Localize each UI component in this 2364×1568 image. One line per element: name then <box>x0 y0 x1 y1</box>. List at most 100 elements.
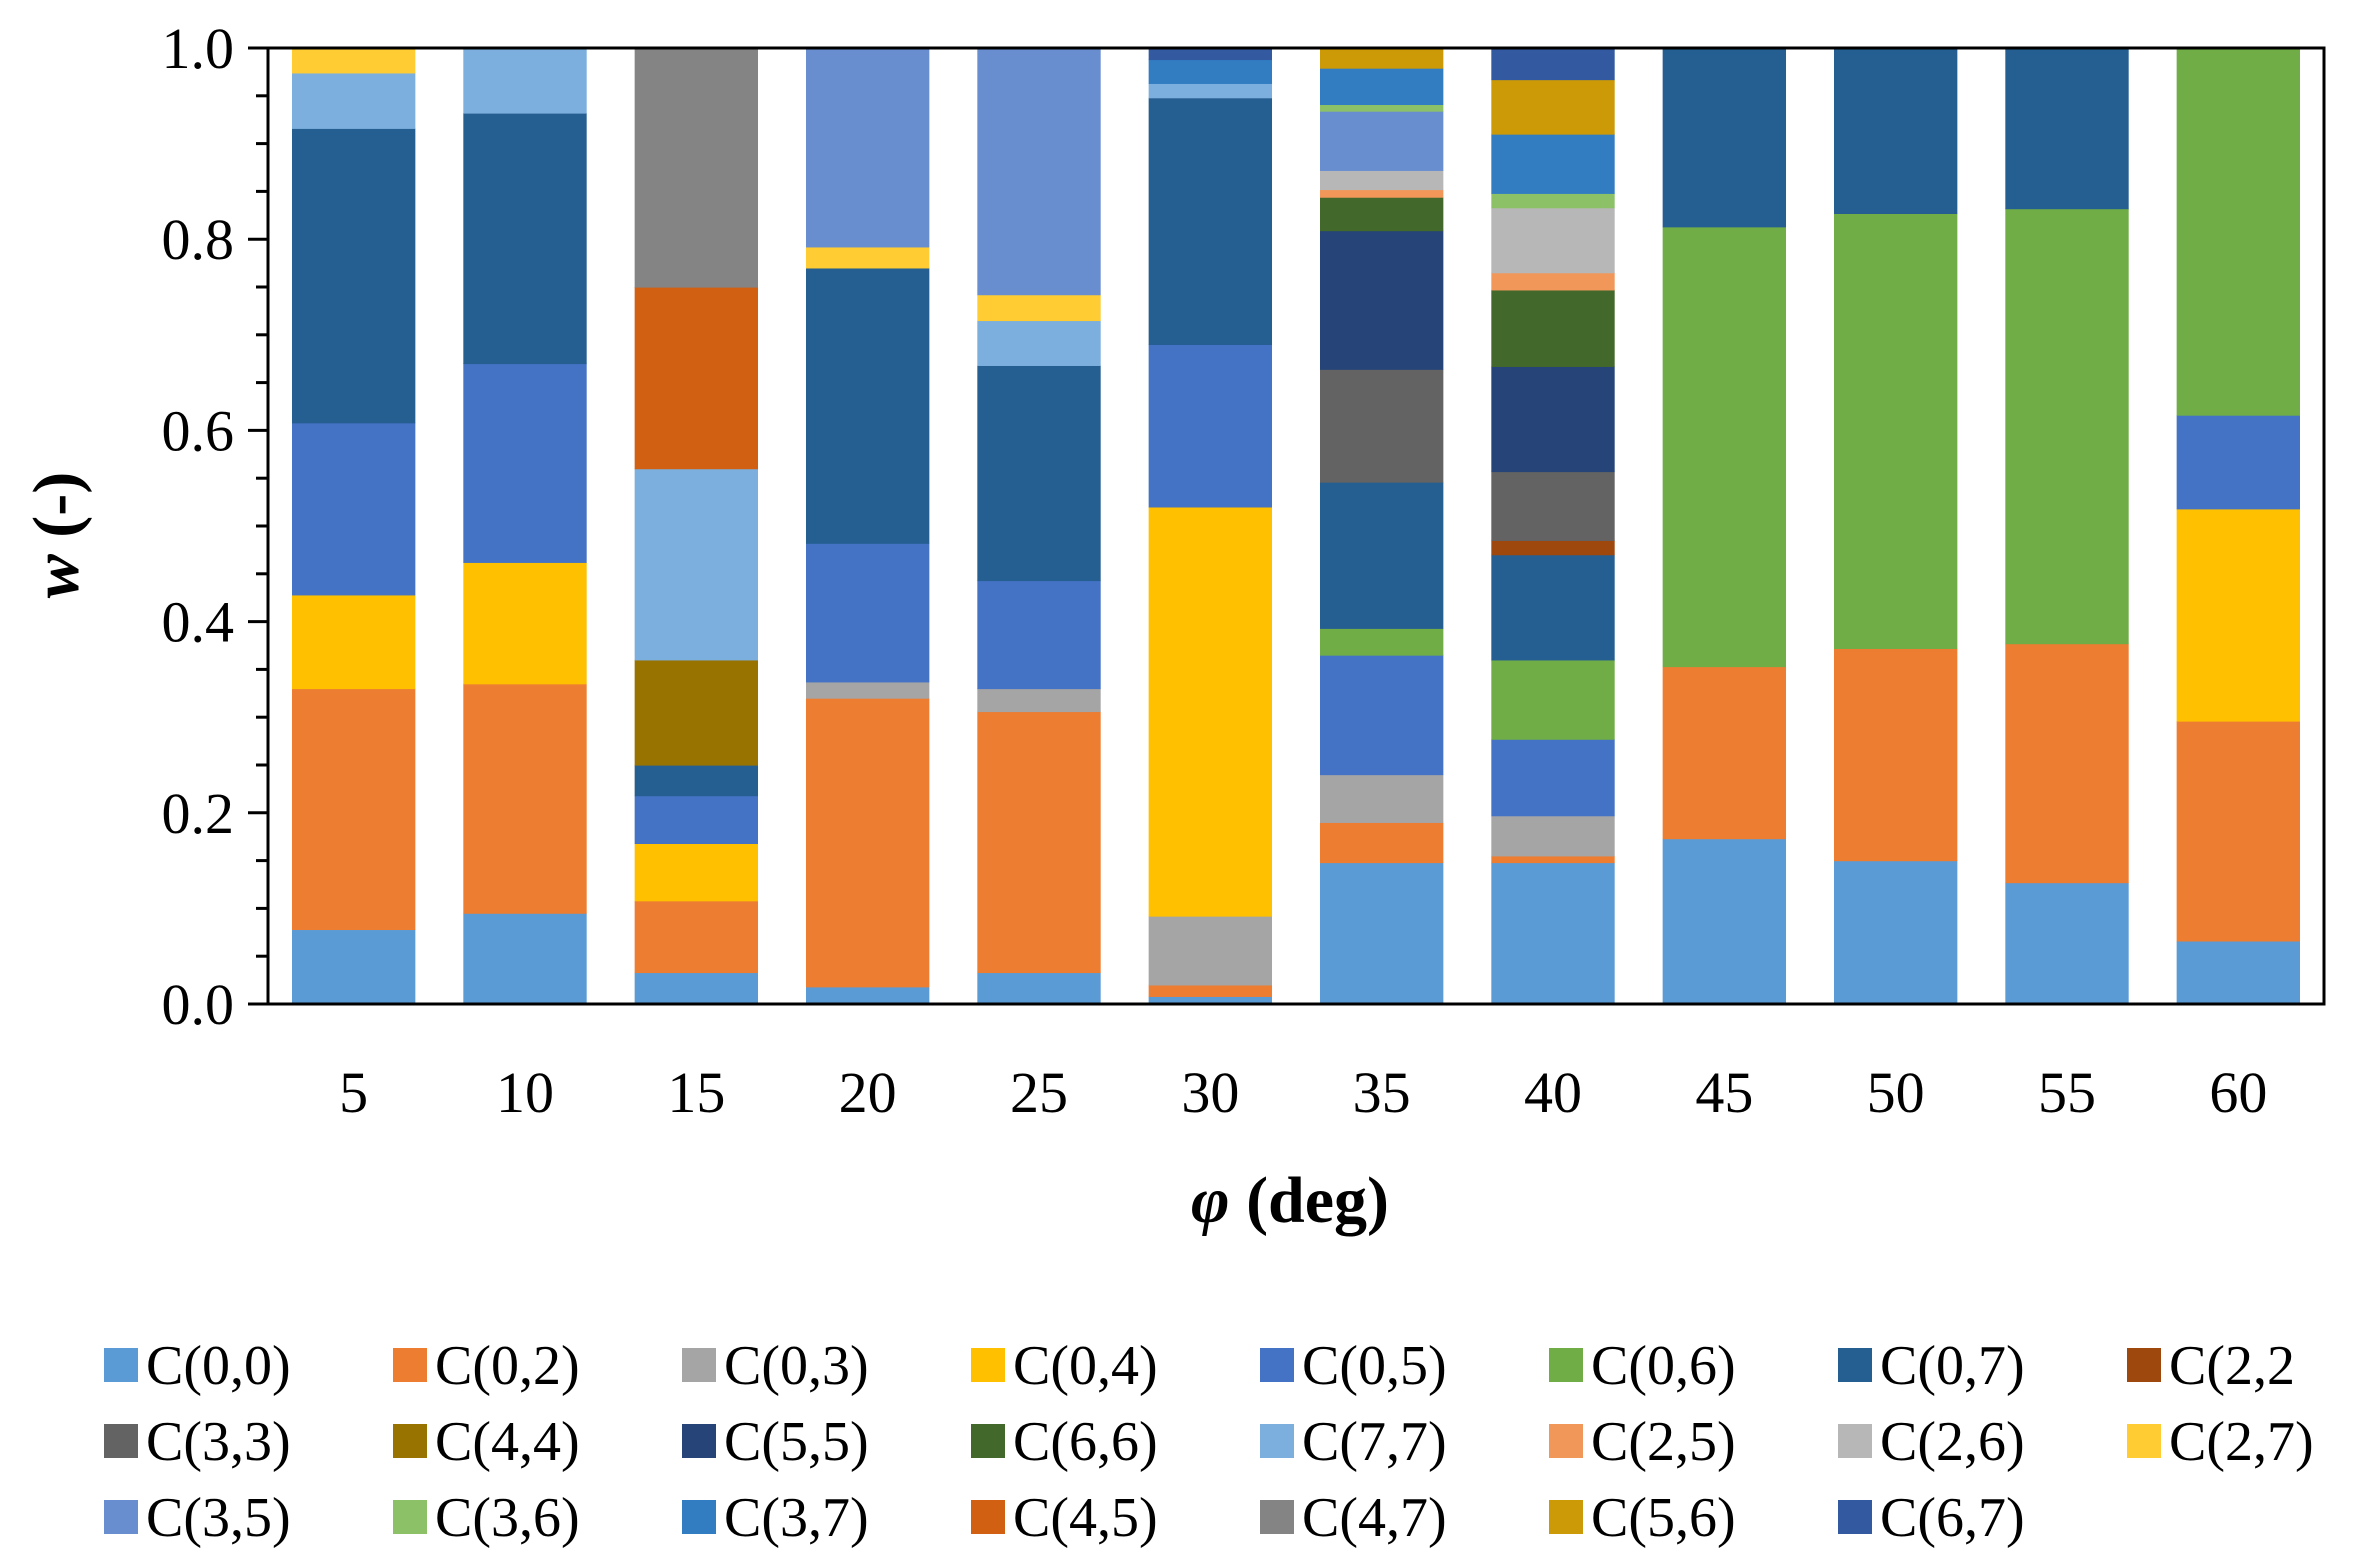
y-tick-label: 0.0 <box>162 972 235 1037</box>
legend-swatch <box>2127 1424 2161 1458</box>
bar-segment-25-15 <box>977 294 1101 322</box>
bar-segment-35-14 <box>1319 170 1444 191</box>
legend-swatch <box>1549 1348 1583 1382</box>
bar-segment-25-6 <box>977 365 1101 582</box>
bar-segment-40-10 <box>1491 366 1615 473</box>
x-tick-label: 55 <box>2038 1060 2096 1125</box>
bar-segment-45-6 <box>1662 48 1787 228</box>
bar-segment-15-3 <box>634 843 759 902</box>
bar-segment-15-0 <box>634 972 759 1005</box>
x-axis-title: φ (deg) <box>1191 1164 1389 1237</box>
bar-segment-35-2 <box>1319 774 1444 823</box>
legend-label: C(3,6) <box>435 1487 580 1549</box>
bar-segment-15-20 <box>634 48 759 288</box>
bar-segment-35-6 <box>1319 482 1444 629</box>
bar-segment-30-22 <box>1148 48 1273 61</box>
legend-label: C(0,6) <box>1591 1335 1736 1397</box>
bar-segment-15-19 <box>634 287 759 470</box>
bar-segment-10-3 <box>463 562 587 685</box>
x-tick-label: 45 <box>1695 1060 1753 1125</box>
bar-segment-10-0 <box>463 913 587 1005</box>
bar-segment-30-1 <box>1148 984 1273 997</box>
legend: C(0,0) C(0,2) C(0,3) C(0,4) C(0,5) C(0,6) C(0,… <box>104 1335 2314 1549</box>
bar-segment-25-2 <box>977 688 1101 713</box>
bar-segment-20-4 <box>805 543 930 683</box>
y-tick-label: 1.0 <box>162 16 235 81</box>
bar-segment-35-4 <box>1319 655 1444 776</box>
bar-segment-10-4 <box>463 363 587 563</box>
x-tick-label: 35 <box>1353 1060 1411 1125</box>
legend-label: C(4,7) <box>1302 1487 1447 1549</box>
x-tick-label: 20 <box>839 1060 897 1125</box>
legend-swatch <box>1838 1500 1872 1534</box>
legend-swatch <box>682 1500 716 1534</box>
bar-segment-35-11 <box>1319 197 1444 232</box>
bar-segment-45-0 <box>1662 838 1787 1005</box>
legend-swatch <box>1549 1500 1583 1534</box>
bar-segment-35-10 <box>1319 230 1444 370</box>
bar-segment-40-21 <box>1491 79 1615 135</box>
bar-segment-50-1 <box>1833 648 1958 862</box>
bar-segment-35-16 <box>1319 111 1444 171</box>
legend-swatch <box>104 1348 138 1382</box>
bar-segment-25-1 <box>977 711 1101 974</box>
bar-segment-10-1 <box>463 683 587 914</box>
bar-segment-40-17 <box>1491 193 1615 209</box>
bar-segment-5-0 <box>291 929 416 1005</box>
legend-swatch <box>1260 1348 1294 1382</box>
bar-segment-45-1 <box>1662 666 1787 840</box>
bar-segment-20-16 <box>805 48 930 248</box>
bar-segment-20-15 <box>805 246 930 269</box>
legend-label: C(6,6) <box>1013 1411 1158 1473</box>
bar-segment-40-4 <box>1491 739 1615 817</box>
bar-segment-60-1 <box>2176 721 2301 942</box>
bar-segment-15-6 <box>634 765 759 797</box>
x-tick-label: 15 <box>667 1060 725 1125</box>
y-tick-label: 0.6 <box>162 398 235 463</box>
y-tick-label: 0.4 <box>162 590 235 655</box>
bar-segment-35-18 <box>1319 68 1444 106</box>
bar-segment-15-4 <box>634 795 759 844</box>
bar-segment-20-6 <box>805 267 930 544</box>
x-tick-label: 40 <box>1524 1060 1582 1125</box>
legend-swatch <box>682 1348 716 1382</box>
bar-segment-40-6 <box>1491 554 1615 661</box>
bar-segment-20-1 <box>805 698 930 988</box>
legend-label: C(0,0) <box>146 1335 291 1397</box>
axis-titles: w (-) φ (deg) <box>20 472 1389 1237</box>
bar-segment-15-12 <box>634 468 759 661</box>
bar-segment-10-6 <box>463 113 587 365</box>
bar-segment-20-0 <box>805 986 930 1005</box>
legend-swatch <box>1549 1424 1583 1458</box>
bar-segment-40-13 <box>1491 272 1615 291</box>
legend-label: C(2,7) <box>2169 1411 2314 1473</box>
legend-swatch <box>971 1500 1005 1534</box>
bar-segment-40-0 <box>1491 862 1615 1005</box>
legend-swatch <box>104 1500 138 1534</box>
bar-segment-30-3 <box>1148 506 1273 917</box>
bar-segment-40-14 <box>1491 207 1615 274</box>
bar-segment-35-1 <box>1319 822 1444 864</box>
x-tick-label: 25 <box>1010 1060 1068 1125</box>
legend-swatch <box>2127 1348 2161 1382</box>
bar-segment-5-12 <box>291 72 416 129</box>
bar-segment-60-0 <box>2176 940 2301 1005</box>
bar-segment-20-2 <box>805 681 930 699</box>
bar-segment-35-0 <box>1319 862 1444 1005</box>
bar-segment-5-6 <box>291 128 416 424</box>
legend-swatch <box>1838 1424 1872 1458</box>
bar-segment-50-6 <box>1833 48 1958 214</box>
ticks-group: 0.0 0.2 0.4 0.6 0.8 1.0 5 10 15 20 25 30 35 40 45 50 55 6… <box>162 16 2268 1125</box>
bar-segment-40-18 <box>1491 134 1615 194</box>
legend-label: C(2,2 <box>2169 1335 2295 1397</box>
bar-segment-30-12 <box>1148 83 1273 99</box>
legend-label: C(0,7) <box>1880 1335 2025 1397</box>
bar-segment-45-5 <box>1662 226 1787 668</box>
bar-segment-5-4 <box>291 422 416 596</box>
legend-swatch <box>393 1500 427 1534</box>
bar-segment-25-0 <box>977 972 1101 1005</box>
legend-swatch <box>1838 1348 1872 1382</box>
bar-segment-40-7 <box>1491 540 1615 556</box>
legend-swatch <box>1260 1500 1294 1534</box>
